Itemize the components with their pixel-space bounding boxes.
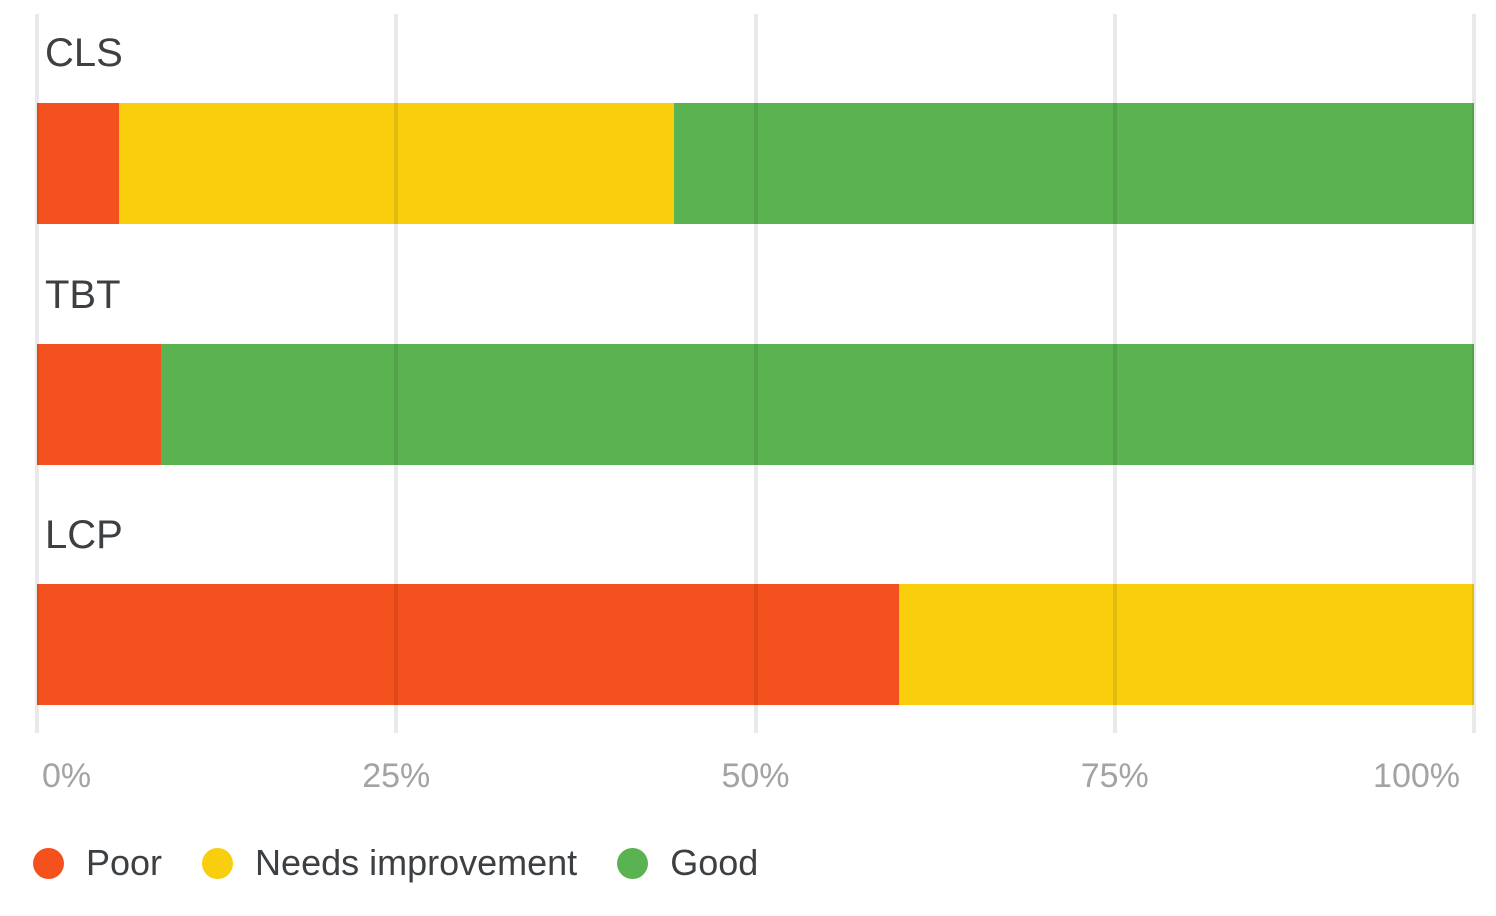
category-label-tbt: TBT	[45, 273, 121, 317]
category-label-lcp: LCP	[45, 513, 123, 557]
legend-dot-icon	[202, 847, 234, 879]
bar-segment-cls-good[interactable]	[673, 103, 1474, 224]
legend-label: Good	[670, 842, 759, 883]
x-tick-label-25: 25%	[362, 757, 431, 795]
legend-dot-icon	[617, 847, 649, 879]
x-tick-label-75: 75%	[1080, 757, 1149, 795]
category-label-cls: CLS	[45, 31, 123, 75]
x-tick-label-100: 100%	[1373, 757, 1460, 795]
bar-segment-cls-poor[interactable]	[37, 103, 119, 224]
legend-label: Needs improvement	[255, 842, 578, 883]
bar-row-tbt	[37, 344, 1474, 465]
bar-segment-lcp-poor[interactable]	[37, 584, 900, 705]
x-tick-label-0: 0%	[42, 757, 92, 795]
bar-segment-lcp-needs-improvement[interactable]	[899, 584, 1474, 705]
legend-dot-icon	[33, 847, 64, 879]
bar-segment-cls-needs-improvement[interactable]	[118, 103, 674, 224]
x-axis: 0% 25% 50% 75% 100%	[37, 759, 1474, 799]
bar-segment-tbt-good[interactable]	[160, 344, 1474, 465]
x-tick-label-50: 50%	[721, 757, 790, 795]
chart-legend: Poor Needs improvement Good	[33, 845, 758, 881]
legend-item-needs-improvement[interactable]: Needs improvement	[202, 845, 577, 881]
bar-row-lcp	[37, 584, 1474, 705]
bar-segment-tbt-poor[interactable]	[37, 344, 161, 465]
legend-item-poor[interactable]: Poor	[33, 845, 162, 881]
bar-row-cls	[37, 103, 1474, 224]
legend-item-good[interactable]: Good	[617, 845, 758, 881]
legend-label: Poor	[86, 842, 163, 883]
